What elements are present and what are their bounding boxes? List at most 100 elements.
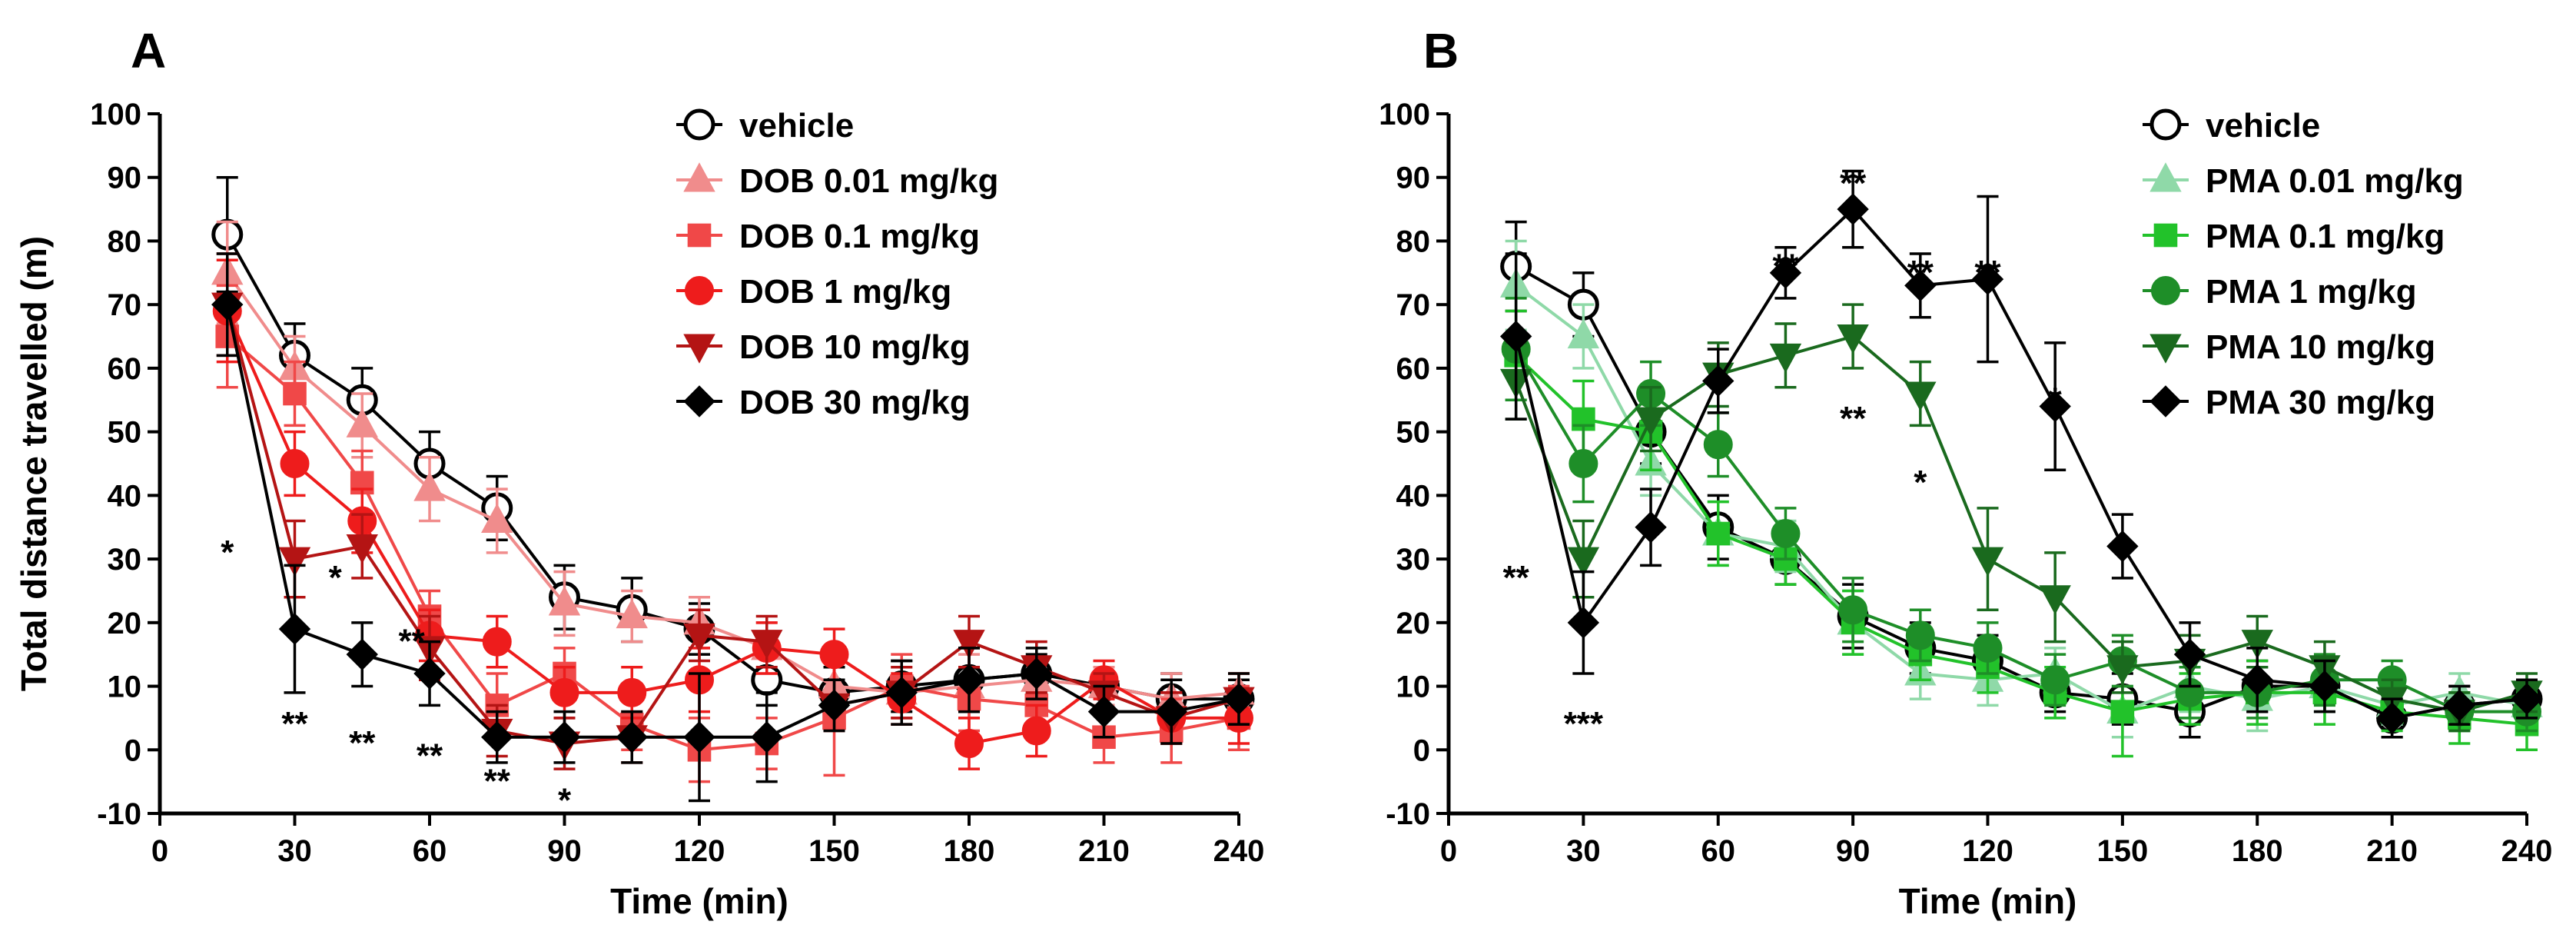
data-point [1973,633,2003,663]
legend-item: DOB 30 mg/kg [676,384,971,421]
data-point [1567,318,1600,349]
data-point [280,449,310,478]
significance-label: ** [484,763,511,800]
data-point [2511,683,2543,715]
data-point [1706,521,1731,546]
legend-item: vehicle [676,107,854,145]
significance-label: *** [1564,705,1604,743]
y-tick-label: 0 [1413,733,1430,767]
legend-marker [683,162,715,192]
data-point [1837,193,1869,225]
data-point [1838,595,1868,625]
series-line [225,310,1239,746]
data-point [346,638,378,670]
data-point [1769,257,1802,289]
significance-label: ** [1503,559,1530,597]
series-line [226,234,1239,701]
x-axis-title: Time (min) [610,881,788,921]
series-line [225,304,1240,746]
panel-label: A [131,23,166,78]
legend-label: PMA 30 mg/kg [2206,384,2435,421]
significance-label: ** [1840,165,1867,202]
significance-label: ** [281,705,308,743]
y-tick-label: 50 [108,416,142,450]
data-point [1567,607,1600,639]
data-point [683,721,715,753]
data-point [481,503,513,533]
data-point [1904,381,1937,411]
legend-marker [2149,385,2182,417]
x-tick-label: 30 [1566,834,1601,868]
x-tick-label: 0 [1440,834,1457,868]
data-point [413,471,446,501]
significance-label: ** [349,724,376,762]
significance-label: ** [1840,400,1867,437]
x-tick-label: 210 [1078,834,1130,868]
x-tick-label: 0 [151,834,168,868]
legend-item: PMA 1 mg/kg [2143,273,2417,311]
y-tick-label: 10 [108,670,142,704]
legend-marker [687,223,712,248]
legend-item: PMA 10 mg/kg [2143,328,2435,366]
legend-item: DOB 0.1 mg/kg [676,218,980,255]
significance-label: ** [398,623,425,660]
legend-label: vehicle [739,107,854,145]
legend-item: PMA 0.1 mg/kg [2143,218,2445,255]
x-tick-label: 90 [1836,834,1871,868]
y-tick-label: 90 [108,161,142,195]
y-tick-label: 80 [108,225,142,258]
series-line [226,271,1240,701]
data-point [481,721,513,753]
series-line [1514,334,2528,713]
x-tick-label: 210 [2366,834,2418,868]
y-tick-label: -10 [97,797,141,831]
x-tick-label: 240 [1213,834,1265,868]
data-point [1703,430,1733,460]
data-point [1499,320,1532,353]
y-tick-label: 10 [1396,670,1431,704]
legend-item: DOB 1 mg/kg [676,273,951,311]
y-tick-label: 30 [108,543,142,577]
x-tick-label: 240 [2501,834,2553,868]
data-point [2039,390,2071,423]
legend-marker [2149,162,2182,192]
data-point [617,677,647,707]
data-point [1837,324,1869,354]
legend-label: PMA 1 mg/kg [2206,273,2417,311]
data-point [1769,343,1802,374]
legend-marker [2149,108,2182,141]
data-point [818,689,851,722]
series-line [1514,207,2528,720]
legend-label: PMA 10 mg/kg [2206,328,2435,366]
data-point [1635,511,1667,544]
data-point [548,586,581,616]
data-point [1223,683,1255,715]
data-point [482,627,512,657]
data-point [751,630,783,660]
x-tick-label: 120 [674,834,725,868]
x-tick-label: 90 [547,834,582,868]
series-line [1515,284,2528,713]
data-point [1971,263,2004,295]
data-point [1702,364,1734,397]
significance-label: ** [1974,254,2001,291]
y-tick-label: 70 [108,288,142,322]
data-point [751,721,783,753]
y-tick-label: 50 [1396,416,1431,450]
legend-marker [683,385,715,417]
data-point [1635,407,1667,437]
y-tick-label: 40 [108,479,142,513]
data-point [1567,547,1600,577]
data-point [1569,449,1598,478]
y-tick-label: 40 [1396,479,1431,513]
legend-item: PMA 30 mg/kg [2143,384,2435,421]
y-tick-label: 100 [1379,98,1430,131]
data-point [278,547,311,577]
data-point [819,640,849,670]
panel-a: A -10 0 10 20 30 40 50 60 70 80 90 100 0 30 60 90 120 150 1… [14,23,1264,921]
data-point [346,407,378,437]
legend-label: DOB 0.1 mg/kg [739,218,980,255]
data-point [549,677,579,707]
legend-item: DOB 10 mg/kg [676,328,971,366]
data-point [1904,269,1937,302]
